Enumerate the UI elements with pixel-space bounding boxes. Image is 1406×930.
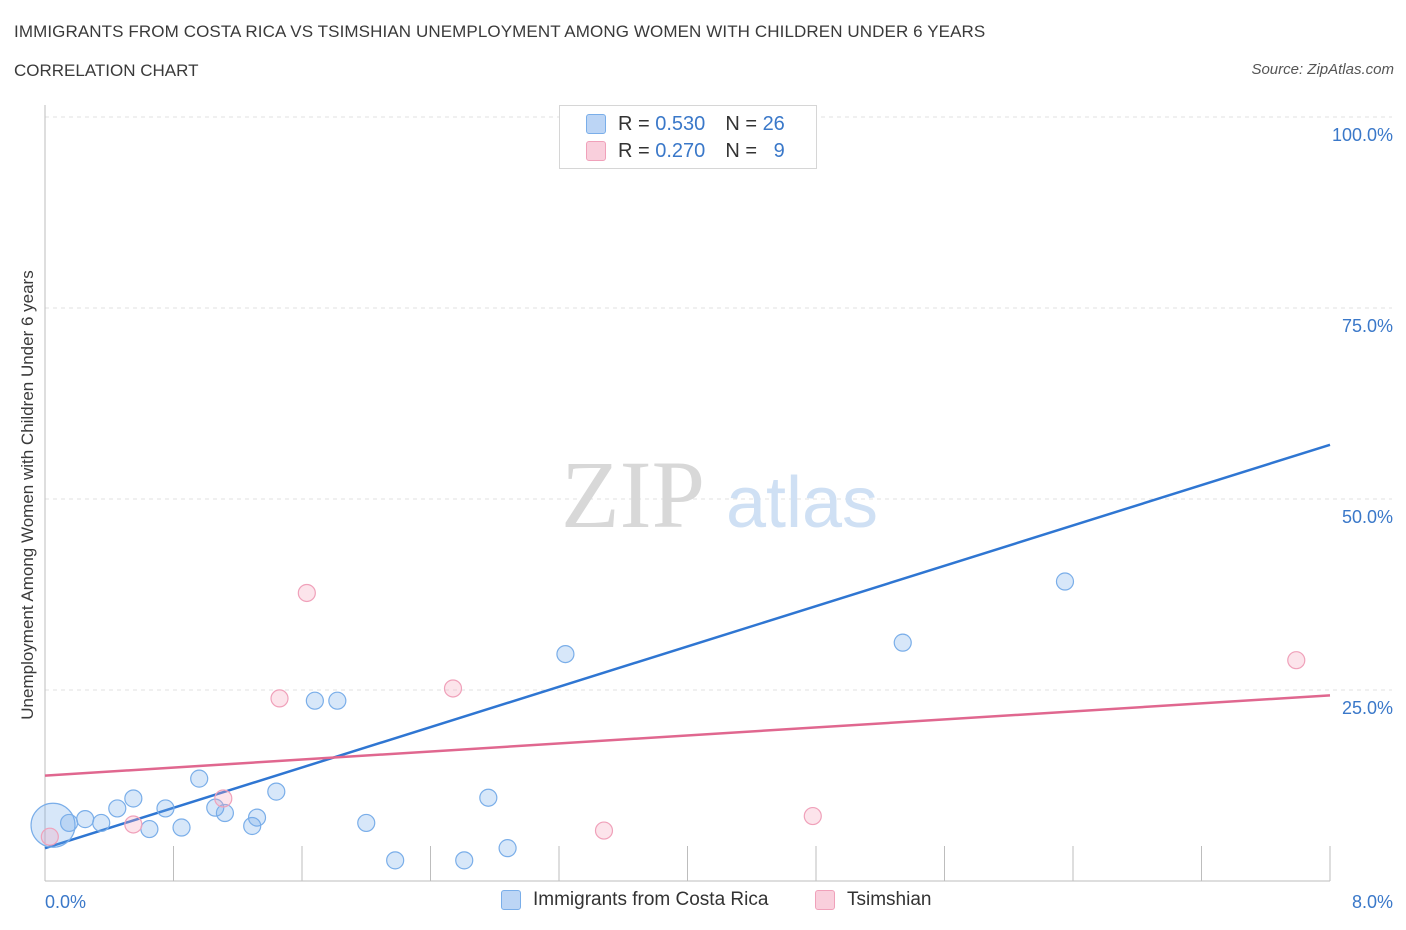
legend-r-label: R = xyxy=(618,112,650,135)
point-costa-rica xyxy=(172,818,191,837)
legend-swatch-blue xyxy=(586,114,606,134)
watermark-atlas: atlas xyxy=(726,463,878,543)
trendline-tsimshian xyxy=(44,694,1331,777)
point-costa-rica xyxy=(893,633,912,652)
x-tick-label: 0.0% xyxy=(45,892,86,912)
legend-r-value: 0.530 xyxy=(655,112,706,135)
legend-r-label: R = xyxy=(618,139,650,162)
y-tick-label: 25.0% xyxy=(1342,698,1393,718)
tick-labels: 25.0% 50.0% 75.0% 100.0% 0.0% 8.0% xyxy=(45,125,1393,912)
y-tick-label: 50.0% xyxy=(1342,507,1393,527)
point-costa-rica xyxy=(1055,572,1075,591)
source-note: Source: ZipAtlas.com xyxy=(1251,61,1394,78)
legend-row-tsimshian: R = 0.270 N = 9 xyxy=(586,138,785,164)
gridlines xyxy=(45,116,1392,691)
x-tick-label: 8.0% xyxy=(1352,892,1393,912)
point-tsimshian xyxy=(270,689,289,708)
point-tsimshian xyxy=(803,806,822,826)
point-costa-rica xyxy=(30,802,76,848)
trendlines xyxy=(44,443,1331,850)
legend-row-costa-rica: R = 0.530 N = 26 xyxy=(586,111,785,137)
legend-r-value: 0.270 xyxy=(655,139,706,162)
chart-subtitle: CORRELATION CHART xyxy=(14,61,199,80)
point-tsimshian xyxy=(40,827,59,846)
point-costa-rica xyxy=(243,816,262,836)
point-costa-rica xyxy=(124,789,143,808)
series-name-tsimshian: Tsimshian xyxy=(847,889,932,910)
point-costa-rica xyxy=(267,782,286,801)
point-costa-rica xyxy=(357,813,376,833)
series-swatch-pink xyxy=(815,890,835,910)
point-costa-rica xyxy=(556,644,575,664)
data-points xyxy=(30,572,1306,870)
point-costa-rica xyxy=(190,769,209,788)
point-costa-rica xyxy=(59,813,79,833)
point-costa-rica xyxy=(247,808,267,827)
point-tsimshian xyxy=(443,679,463,698)
point-costa-rica xyxy=(479,788,498,807)
trendline-costa-rica xyxy=(44,443,1331,850)
series-legend-costa-rica: Immigrants from Costa Rica xyxy=(501,889,768,911)
legend-n-value: 26 xyxy=(762,112,785,135)
point-costa-rica xyxy=(92,813,111,833)
legend-n-value: 9 xyxy=(773,139,785,162)
point-costa-rica xyxy=(328,691,347,710)
series-name-costa-rica: Immigrants from Costa Rica xyxy=(533,889,769,910)
y-tick-label: 75.0% xyxy=(1342,316,1393,336)
series-swatch-blue xyxy=(501,890,521,910)
correlation-legend: R = 0.530 N = 26 R = 0.270 N = 9 xyxy=(559,105,817,169)
point-costa-rica xyxy=(76,810,95,829)
y-axis-label: Unemployment Among Women with Children U… xyxy=(18,270,37,720)
axes xyxy=(44,105,1331,882)
point-costa-rica xyxy=(108,799,127,818)
point-costa-rica xyxy=(386,851,405,870)
point-costa-rica xyxy=(215,803,234,823)
point-tsimshian xyxy=(1287,651,1306,670)
legend-n-label: N = xyxy=(725,139,757,162)
point-tsimshian xyxy=(297,583,316,603)
y-tick-label: 100.0% xyxy=(1332,125,1393,145)
chart-title: IMMIGRANTS FROM COSTA RICA VS TSIMSHIAN … xyxy=(14,22,986,41)
series-legend-tsimshian: Tsimshian xyxy=(815,889,931,911)
watermark-zip: ZIP xyxy=(561,441,705,548)
watermark: ZIP atlas xyxy=(561,441,878,548)
point-tsimshian xyxy=(124,815,143,834)
point-costa-rica xyxy=(156,799,175,818)
point-tsimshian xyxy=(594,821,614,840)
point-costa-rica xyxy=(305,691,324,710)
point-costa-rica xyxy=(455,851,474,870)
point-costa-rica xyxy=(498,839,517,858)
point-costa-rica xyxy=(140,819,159,839)
point-tsimshian xyxy=(214,789,233,808)
legend-swatch-pink xyxy=(586,141,606,161)
legend-n-label: N = xyxy=(725,112,757,135)
